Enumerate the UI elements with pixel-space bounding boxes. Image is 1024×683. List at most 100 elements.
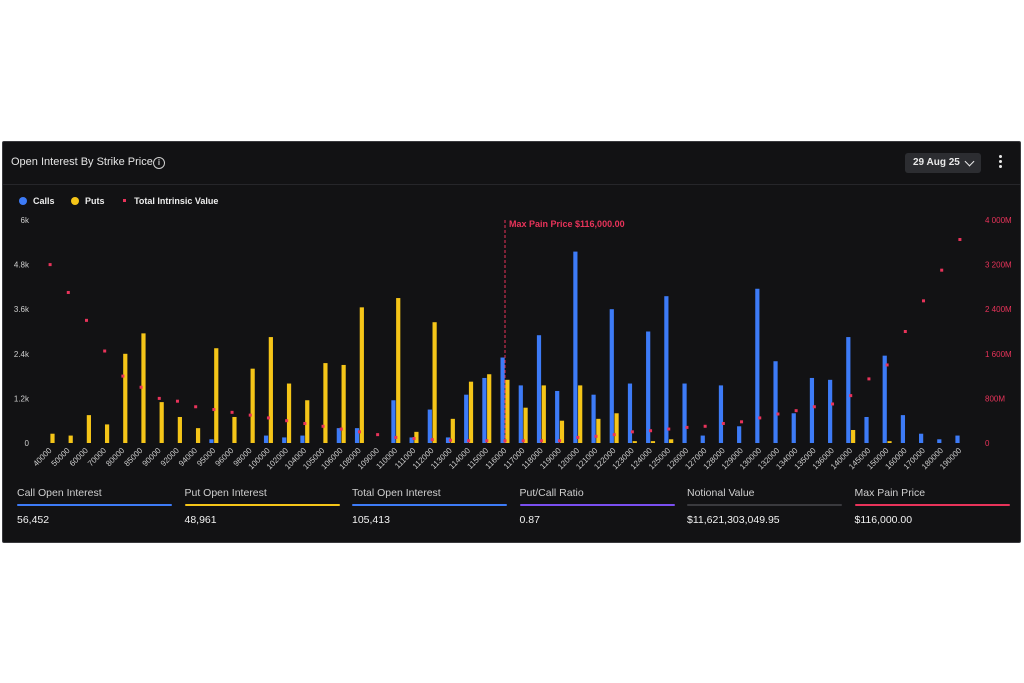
calls-bar: [573, 251, 578, 443]
intrinsic-value-point: [758, 416, 762, 420]
stat-label: Put Open Interest: [184, 487, 267, 499]
intrinsic-value-point: [612, 433, 616, 437]
x-tick-label: 80000: [104, 446, 126, 468]
intrinsic-value-point: [576, 435, 580, 439]
intrinsic-value-point: [794, 409, 798, 413]
intrinsic-value-point: [157, 396, 161, 400]
intrinsic-value-point: [539, 439, 543, 443]
stat-notional-value: Notional Value $11,621,303,049.95: [687, 487, 842, 526]
open-interest-chart: 0 1.2k 2.4k 3.6k 4.8k 6k 0 800M 1 600M 2 400M 3 20…: [14, 216, 1012, 471]
x-tick-label: 94000: [177, 446, 199, 468]
stat-underline: [854, 504, 1010, 506]
panel-title: Open Interest By Strike Price: [11, 156, 153, 168]
calls-bar: [755, 288, 760, 443]
stat-value: 48,961: [184, 514, 217, 526]
calls-bar: [809, 377, 815, 443]
stat-underline: [352, 504, 507, 506]
calls-bar: [737, 426, 742, 443]
stat-total-open-interest: Total Open Interest 105,413: [352, 487, 507, 526]
intrinsic-value-point: [521, 439, 525, 443]
stat-label: Put/Call Ratio: [519, 487, 584, 499]
y-right-tick-label: 1 600M: [985, 350, 1012, 359]
puts-bar: [104, 424, 110, 443]
intrinsic-value-point: [922, 299, 926, 303]
puts-bar: [596, 418, 601, 443]
intrinsic-value-point: [812, 405, 816, 409]
calls-bar: [209, 439, 214, 443]
intrinsic-value-point: [266, 416, 270, 420]
intrinsic-value-point: [66, 290, 70, 294]
calls-bar: [864, 416, 869, 443]
calls-bar: [464, 394, 469, 443]
intrinsic-value-point: [467, 439, 471, 443]
stat-put-open-interest: Put Open Interest 48,961: [184, 487, 340, 526]
intrinsic-value-point: [667, 427, 671, 431]
puts-bar: [396, 298, 401, 443]
legend-label-intrinsic: Total Intrinsic Value: [134, 195, 219, 206]
calls-bar: [900, 415, 906, 443]
stat-call-open-interest: Call Open Interest 56,452: [17, 487, 172, 526]
intrinsic-value-point: [958, 238, 962, 242]
legend-item-intrinsic[interactable]: Total Intrinsic Value: [121, 196, 218, 206]
calls-bar: [482, 377, 487, 443]
intrinsic-value-point: [594, 434, 598, 438]
calls-bar: [646, 331, 651, 443]
puts-bar: [578, 385, 583, 443]
calls-bar: [882, 355, 887, 443]
legend-label-calls: Calls: [33, 195, 55, 206]
puts-bar: [851, 429, 856, 443]
intrinsic-value-point: [48, 263, 52, 267]
intrinsic-value-point: [885, 363, 889, 367]
open-interest-panel: Open Interest By Strike Price i 29 Aug 2…: [2, 141, 1021, 543]
intrinsic-value-point: [940, 268, 944, 272]
puts-bar: [632, 441, 637, 443]
calls-bar: [500, 357, 505, 443]
puts-bar: [359, 307, 364, 443]
calls-bar: [445, 437, 451, 443]
y-right-tick-label: 0: [985, 439, 990, 448]
intrinsic-value-point: [248, 413, 252, 417]
calls-bar: [300, 435, 305, 443]
intrinsic-value-point: [339, 427, 343, 431]
date-selector[interactable]: 29 Aug 25: [905, 153, 981, 173]
x-tick-label: 70000: [86, 446, 108, 468]
info-icon[interactable]: i: [153, 157, 165, 169]
puts-bar: [159, 402, 164, 443]
puts-bar: [286, 383, 292, 443]
x-tick-label: 95000: [195, 446, 217, 468]
calls-bar: [664, 296, 669, 443]
calls-bar: [354, 428, 360, 443]
puts-bar: [669, 439, 674, 443]
calls-bar: [336, 428, 341, 443]
intrinsic-value-point: [230, 410, 234, 414]
x-tick-label: 90000: [141, 446, 163, 468]
calls-bar: [409, 437, 414, 443]
calls-bar: [919, 433, 924, 443]
puts-bar: [487, 374, 492, 443]
puts-bar: [305, 400, 310, 443]
y-left-tick-label: 6k: [21, 216, 30, 225]
intrinsic-value-point: [867, 377, 871, 381]
y-right-tick-label: 3 200M: [985, 261, 1012, 270]
calls-bar: [828, 379, 833, 443]
intrinsic-legend-swatch: [123, 198, 127, 202]
intrinsic-value-point: [649, 429, 653, 433]
intrinsic-value-point: [139, 385, 143, 389]
calls-bar: [700, 435, 705, 443]
x-tick-label: 85000: [122, 446, 144, 468]
stat-underline: [184, 504, 340, 506]
puts-bar: [195, 428, 201, 443]
legend-label-puts: Puts: [85, 195, 105, 206]
intrinsic-value-point: [703, 424, 707, 428]
more-options-icon[interactable]: [997, 155, 1003, 171]
panel-header: Open Interest By Strike Price i 29 Aug 2…: [3, 142, 1020, 185]
puts-bar: [468, 381, 474, 443]
legend-item-calls[interactable]: Calls: [19, 196, 55, 206]
stat-value: $11,621,303,049.95: [687, 514, 780, 526]
calls-bar: [718, 385, 724, 443]
stat-max-pain-price: Max Pain Price $116,000.00: [854, 487, 1010, 526]
puts-bar: [523, 407, 528, 443]
legend-item-puts[interactable]: Puts: [71, 196, 105, 206]
puts-bar: [50, 433, 55, 443]
puts-bar: [341, 364, 346, 443]
